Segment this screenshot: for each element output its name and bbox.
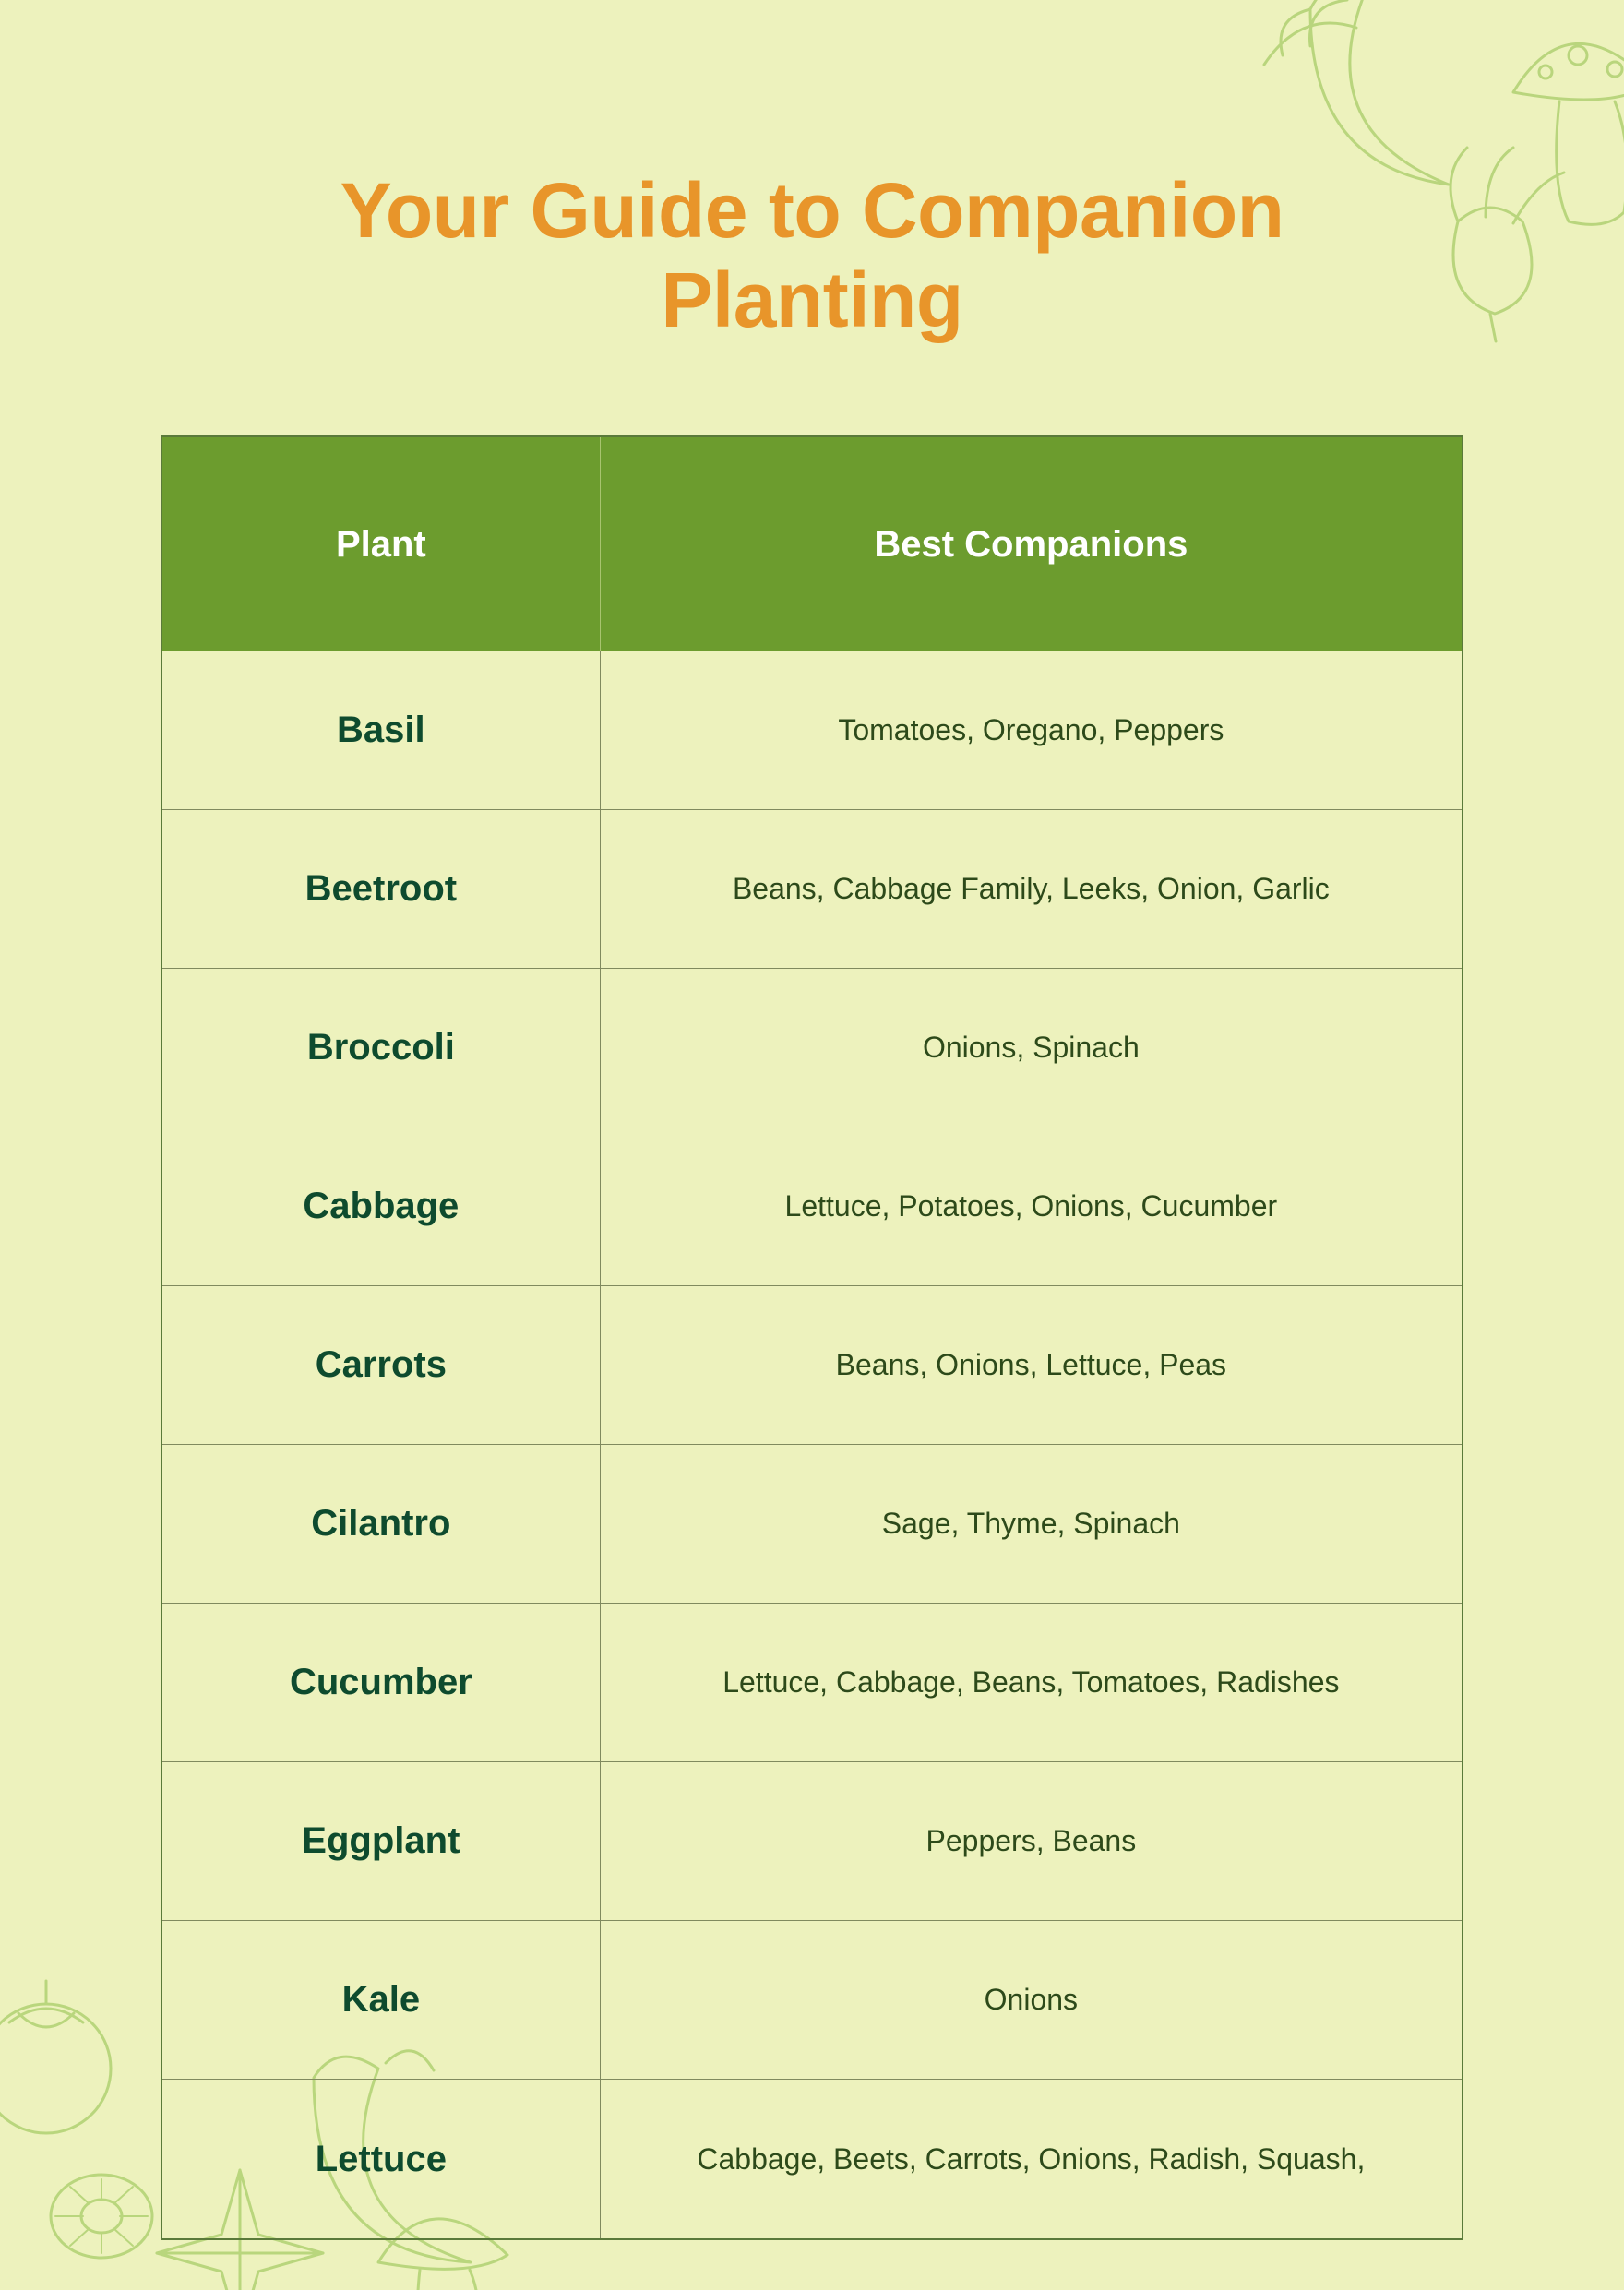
plant-name: Eggplant: [162, 1762, 601, 1921]
plant-name: Cucumber: [162, 1604, 601, 1762]
page-title: Your Guide to Companion Planting: [0, 166, 1624, 344]
plant-name: Cilantro: [162, 1445, 601, 1604]
table-header-row: Plant Best Companions: [162, 437, 1462, 651]
plant-companions: Lettuce, Potatoes, Onions, Cucumber: [601, 1127, 1462, 1286]
table-row: Beetroot Beans, Cabbage Family, Leeks, O…: [162, 810, 1462, 969]
page: Your Guide to Companion Planting Plant B…: [0, 0, 1624, 2290]
plant-companions: Beans, Cabbage Family, Leeks, Onion, Gar…: [601, 810, 1462, 969]
plant-name: Basil: [162, 651, 601, 810]
column-header-plant: Plant: [162, 437, 601, 651]
table-row: Carrots Beans, Onions, Lettuce, Peas: [162, 1286, 1462, 1445]
plant-name: Lettuce: [162, 2080, 601, 2238]
plant-name: Broccoli: [162, 969, 601, 1127]
table-row: Basil Tomatoes, Oregano, Peppers: [162, 651, 1462, 810]
table-row: Cucumber Lettuce, Cabbage, Beans, Tomato…: [162, 1604, 1462, 1762]
plant-companions: Sage, Thyme, Spinach: [601, 1445, 1462, 1604]
plant-companions: Onions, Spinach: [601, 969, 1462, 1127]
table-row: Lettuce Cabbage, Beets, Carrots, Onions,…: [162, 2080, 1462, 2238]
table-row: Broccoli Onions, Spinach: [162, 969, 1462, 1127]
column-header-companions: Best Companions: [601, 437, 1462, 651]
table-row: Cilantro Sage, Thyme, Spinach: [162, 1445, 1462, 1604]
plant-name: Beetroot: [162, 810, 601, 969]
plant-name: Carrots: [162, 1286, 601, 1445]
plant-name: Cabbage: [162, 1127, 601, 1286]
plant-companions: Onions: [601, 1921, 1462, 2080]
table-row: Cabbage Lettuce, Potatoes, Onions, Cucum…: [162, 1127, 1462, 1286]
plant-companions: Lettuce, Cabbage, Beans, Tomatoes, Radis…: [601, 1604, 1462, 1762]
companion-planting-table: Plant Best Companions Basil Tomatoes, Or…: [161, 435, 1463, 2240]
table-row: Eggplant Peppers, Beans: [162, 1762, 1462, 1921]
plant-companions: Cabbage, Beets, Carrots, Onions, Radish,…: [601, 2080, 1462, 2238]
plant-name: Kale: [162, 1921, 601, 2080]
plant-companions: Tomatoes, Oregano, Peppers: [601, 651, 1462, 810]
plant-companions: Beans, Onions, Lettuce, Peas: [601, 1286, 1462, 1445]
table-row: Kale Onions: [162, 1921, 1462, 2080]
plant-companions: Peppers, Beans: [601, 1762, 1462, 1921]
